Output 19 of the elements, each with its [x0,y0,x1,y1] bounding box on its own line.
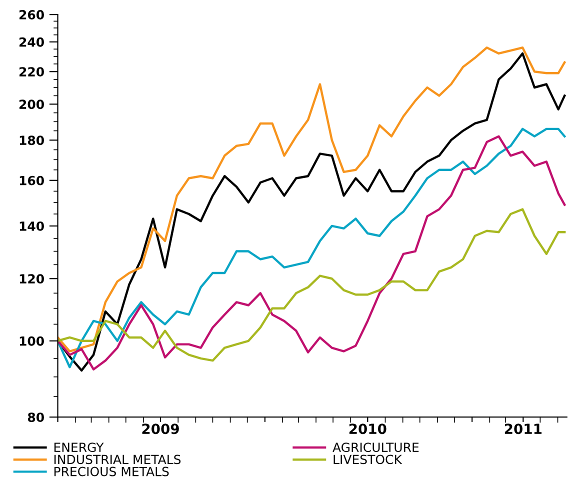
y-tick-label: 260 [19,10,44,20]
y-tick-label: 180 [20,136,44,146]
legend-label: PRECIOUS METALS [54,466,169,476]
y-tick-label: 200 [19,100,44,110]
y-tick-label: 120 [20,274,44,284]
legend-label: ENERGY [54,442,104,452]
legend-label: LIVESTOCK [334,454,402,464]
y-tick-label: 240 [19,37,44,47]
legend-label: INDUSTRIAL METALS [54,454,181,464]
x-tick-label: 2010 [349,424,386,434]
x-tick-label: 2011 [504,424,542,434]
x-tick-label: 2009 [142,424,179,434]
y-tick-label: 100 [20,336,44,346]
y-tick-label: 160 [20,176,44,186]
y-tick-label: 220 [19,67,44,77]
y-tick-label: 140 [20,221,44,231]
line-series [58,208,566,362]
legend-label: AGRICULTURE [332,442,419,452]
y-tick-label: 80 [28,412,44,422]
